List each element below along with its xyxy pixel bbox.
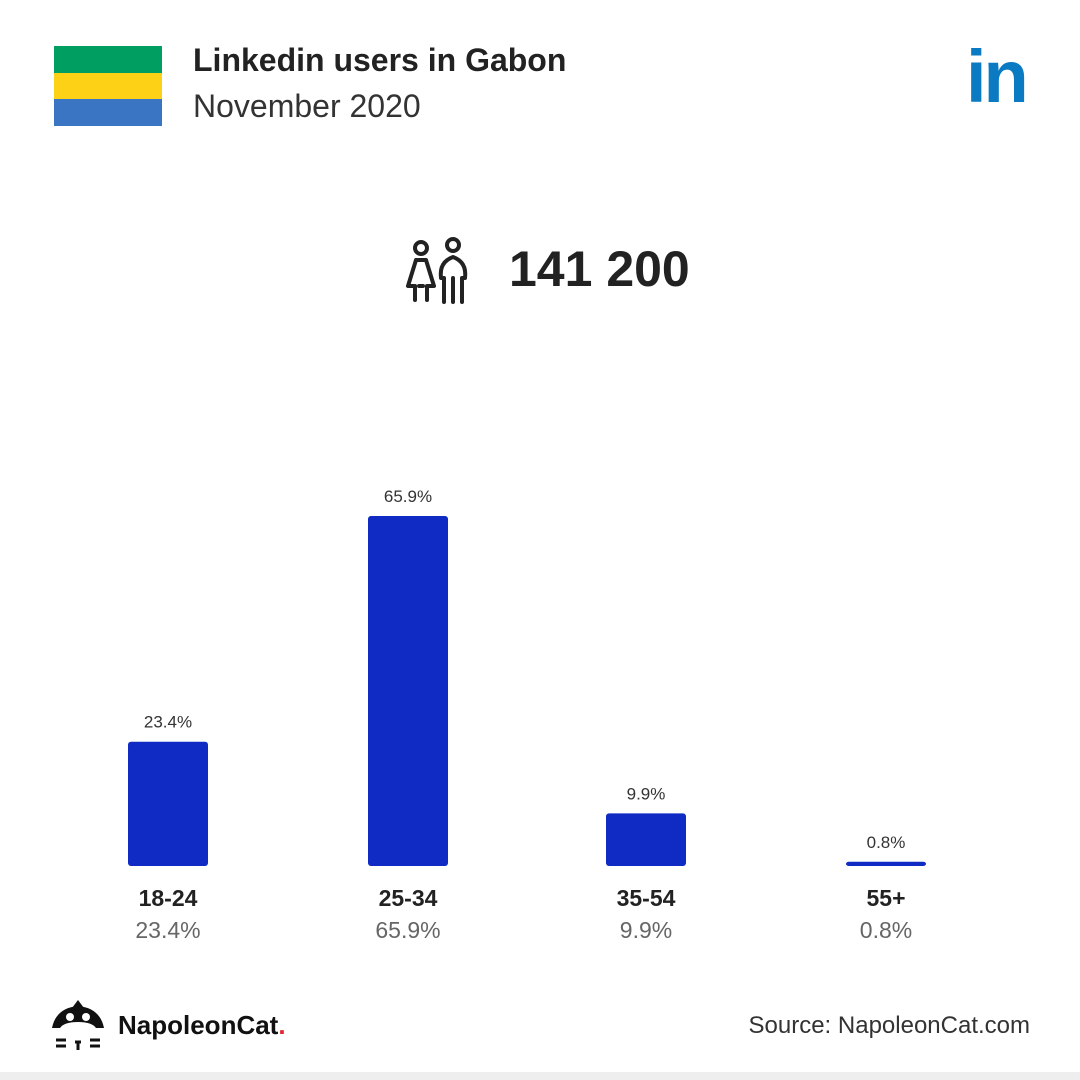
bar-value-label: 9.9%	[627, 784, 666, 803]
category-percent-label: 9.9%	[620, 917, 672, 943]
bar	[606, 813, 686, 866]
gabon-flag-icon	[54, 46, 162, 126]
napoleoncat-logo-icon	[52, 1000, 104, 1050]
flag-stripe-green	[54, 46, 162, 73]
brand-name: NapoleonCat.	[118, 1010, 286, 1041]
category-label: 18-24	[139, 885, 198, 911]
page-title: Linkedin users in Gabon	[193, 42, 567, 78]
bar-value-label: 0.8%	[867, 833, 906, 852]
bar-value-label: 65.9%	[384, 487, 432, 506]
linkedin-logo-icon: in	[966, 35, 1029, 118]
category-percent-label: 65.9%	[375, 917, 440, 943]
people-icon	[406, 237, 468, 304]
brand-dot: .	[278, 1010, 286, 1040]
category-percent-label: 0.8%	[860, 917, 912, 943]
source-note: Source: NapoleonCat.com	[748, 1012, 1030, 1039]
bar-value-label: 23.4%	[144, 713, 192, 732]
bottom-divider	[0, 1072, 1080, 1080]
bar	[368, 516, 448, 866]
category-label: 25-34	[379, 885, 438, 911]
category-percent-label: 23.4%	[135, 917, 200, 943]
category-label: 55+	[866, 885, 905, 911]
category-label: 35-54	[617, 885, 676, 911]
flag-stripe-yellow	[54, 72, 162, 100]
brand-name-text: NapoleonCat	[118, 1010, 279, 1040]
bar	[846, 861, 926, 866]
page-subtitle: November 2020	[193, 88, 421, 124]
bar	[128, 741, 208, 866]
flag-stripe-blue	[54, 99, 162, 126]
age-distribution-chart: 23.4% 18-24 23.4% 65.9% 25-34 65.9% 9.9% 35-54 9…	[128, 487, 926, 943]
total-users-value: 141 200	[509, 241, 690, 297]
